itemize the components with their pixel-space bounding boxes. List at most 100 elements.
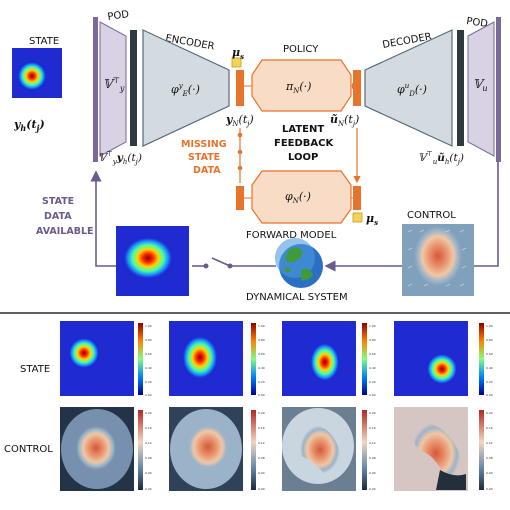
state-colorbar-2-ticks: 1.00 0.80 0.60 0.40 0.20 0.00 xyxy=(258,324,265,397)
svg-text:0.80: 0.80 xyxy=(486,338,493,342)
state-panel-4 xyxy=(394,321,468,396)
state-image xyxy=(12,48,62,98)
pod-left-label: POD xyxy=(107,9,130,23)
phiE-label: φyE(·) xyxy=(171,82,200,98)
switch-lever xyxy=(211,257,231,267)
control-colorbar-3-ticks: 0.20 0.16 0.12 0.08 0.04 0.00 xyxy=(369,411,376,491)
missing-label-1: MISSING xyxy=(181,139,227,150)
svg-text:0.20: 0.20 xyxy=(258,411,265,415)
forward-latent-left-bar xyxy=(236,186,244,210)
available-label-1: STATE xyxy=(42,196,74,207)
forward-latent-right-bar xyxy=(353,186,361,210)
Vu-u-label: 𝕍⊤uũh(tj) xyxy=(418,150,464,166)
phiN-label: φN(·) xyxy=(285,190,311,205)
phiD-label: φuD(·) xyxy=(397,82,427,98)
svg-text:0.00: 0.00 xyxy=(258,393,265,397)
svg-text:0.08: 0.08 xyxy=(369,456,376,460)
svg-text:0.40: 0.40 xyxy=(486,366,493,370)
pod-left-block xyxy=(93,17,137,162)
piN-label: πN(·) xyxy=(285,80,311,95)
control-colorbar-1 xyxy=(138,410,143,490)
svg-text:0.12: 0.12 xyxy=(258,441,265,445)
loop-state-image xyxy=(116,226,189,296)
svg-text:0.20: 0.20 xyxy=(369,380,376,384)
yh-label: yh(tj) xyxy=(13,118,45,133)
state-colorbar-4 xyxy=(479,323,484,395)
policy-label: POLICY xyxy=(283,44,319,55)
state-label: STATE xyxy=(29,36,59,47)
svg-text:0.12: 0.12 xyxy=(486,441,493,445)
uN-label: ũN(tj) xyxy=(330,113,359,128)
svg-text:1.00: 1.00 xyxy=(486,324,493,328)
svg-text:0.80: 0.80 xyxy=(145,338,152,342)
policy-block xyxy=(251,59,352,112)
svg-text:1.00: 1.00 xyxy=(369,324,376,328)
earth-globe-icon xyxy=(275,238,323,288)
control-image xyxy=(402,224,474,296)
svg-text:0.00: 0.00 xyxy=(486,393,493,397)
mu-s-bottom-label: μs xyxy=(366,212,378,227)
state-colorbar-1-ticks: 1.00 0.80 0.60 0.40 0.20 0.00 xyxy=(145,324,152,397)
missing-data-dot-3 xyxy=(237,165,243,171)
control-colorbar-4 xyxy=(479,410,484,490)
outer-loop-left xyxy=(90,170,116,267)
mu-s-top-label: μs xyxy=(232,46,244,61)
control-colorbar-4-ticks: 0.20 0.16 0.12 0.08 0.04 0.00 xyxy=(486,411,493,491)
latent-loop-label-1: LATENT xyxy=(282,124,324,135)
encoder-block xyxy=(142,29,230,147)
latent-loop-label-2: FEEDBACK xyxy=(274,138,334,149)
svg-text:0.40: 0.40 xyxy=(145,366,152,370)
svg-text:0.60: 0.60 xyxy=(145,352,152,356)
svg-text:0.20: 0.20 xyxy=(145,380,152,384)
Vy-T-label: 𝕍⊤y xyxy=(103,76,125,93)
control-colorbar-2 xyxy=(251,410,256,490)
svg-text:0.04: 0.04 xyxy=(486,471,493,475)
svg-text:0.20: 0.20 xyxy=(486,380,493,384)
mu-s-bottom-box xyxy=(352,212,363,223)
yN-label: yN(tj) xyxy=(225,113,254,128)
svg-text:0.60: 0.60 xyxy=(486,352,493,356)
decoder-block xyxy=(364,29,453,147)
control-panel-4 xyxy=(394,407,468,491)
svg-text:0.12: 0.12 xyxy=(145,441,152,445)
Vy-y-label: 𝕍⊤yyh(tj) xyxy=(98,150,142,166)
svg-text:0.20: 0.20 xyxy=(486,411,493,415)
missing-label-2: STATE xyxy=(188,152,220,163)
svg-text:1.00: 1.00 xyxy=(145,324,152,328)
svg-text:0.60: 0.60 xyxy=(369,352,376,356)
svg-text:0.00: 0.00 xyxy=(369,487,376,491)
state-colorbar-4-ticks: 1.00 0.80 0.60 0.40 0.20 0.00 xyxy=(486,324,493,397)
latent-uN-bar xyxy=(353,70,361,106)
svg-text:0.40: 0.40 xyxy=(258,366,265,370)
svg-text:0.08: 0.08 xyxy=(258,456,265,460)
control-colorbar-1-ticks: 0.20 0.16 0.12 0.08 0.04 0.00 xyxy=(145,411,152,491)
svg-text:0.40: 0.40 xyxy=(369,366,376,370)
svg-text:0.16: 0.16 xyxy=(145,426,152,430)
svg-text:0.04: 0.04 xyxy=(258,471,265,475)
svg-text:0.12: 0.12 xyxy=(369,441,376,445)
svg-text:0.80: 0.80 xyxy=(369,338,376,342)
svg-text:0.80: 0.80 xyxy=(258,338,265,342)
state-colorbar-2 xyxy=(251,323,256,395)
missing-data-dot-1 xyxy=(237,132,243,138)
control-colorbar-2-ticks: 0.20 0.16 0.12 0.08 0.04 0.00 xyxy=(258,411,265,491)
control-label: CONTROL xyxy=(407,210,456,221)
available-label-3: AVAILABLE xyxy=(36,226,94,237)
svg-text:0.00: 0.00 xyxy=(145,487,152,491)
svg-text:0.08: 0.08 xyxy=(145,456,152,460)
forward-model-label: FORWARD MODEL xyxy=(246,230,337,241)
Vu-label: 𝕍u xyxy=(473,77,487,93)
pod-right-block xyxy=(457,17,501,162)
state-panel-3 xyxy=(282,321,356,396)
svg-text:0.20: 0.20 xyxy=(145,411,152,415)
available-label-2: DATA xyxy=(44,211,72,222)
svg-text:0.20: 0.20 xyxy=(258,380,265,384)
svg-text:0.16: 0.16 xyxy=(486,426,493,430)
state-panel-2 xyxy=(169,321,243,396)
latent-yN-bar xyxy=(236,70,244,106)
control-panel-2 xyxy=(169,407,243,491)
dynamical-system-label: DYNAMICAL SYSTEM xyxy=(246,292,348,303)
svg-text:0.00: 0.00 xyxy=(258,487,265,491)
svg-text:0.00: 0.00 xyxy=(369,393,376,397)
